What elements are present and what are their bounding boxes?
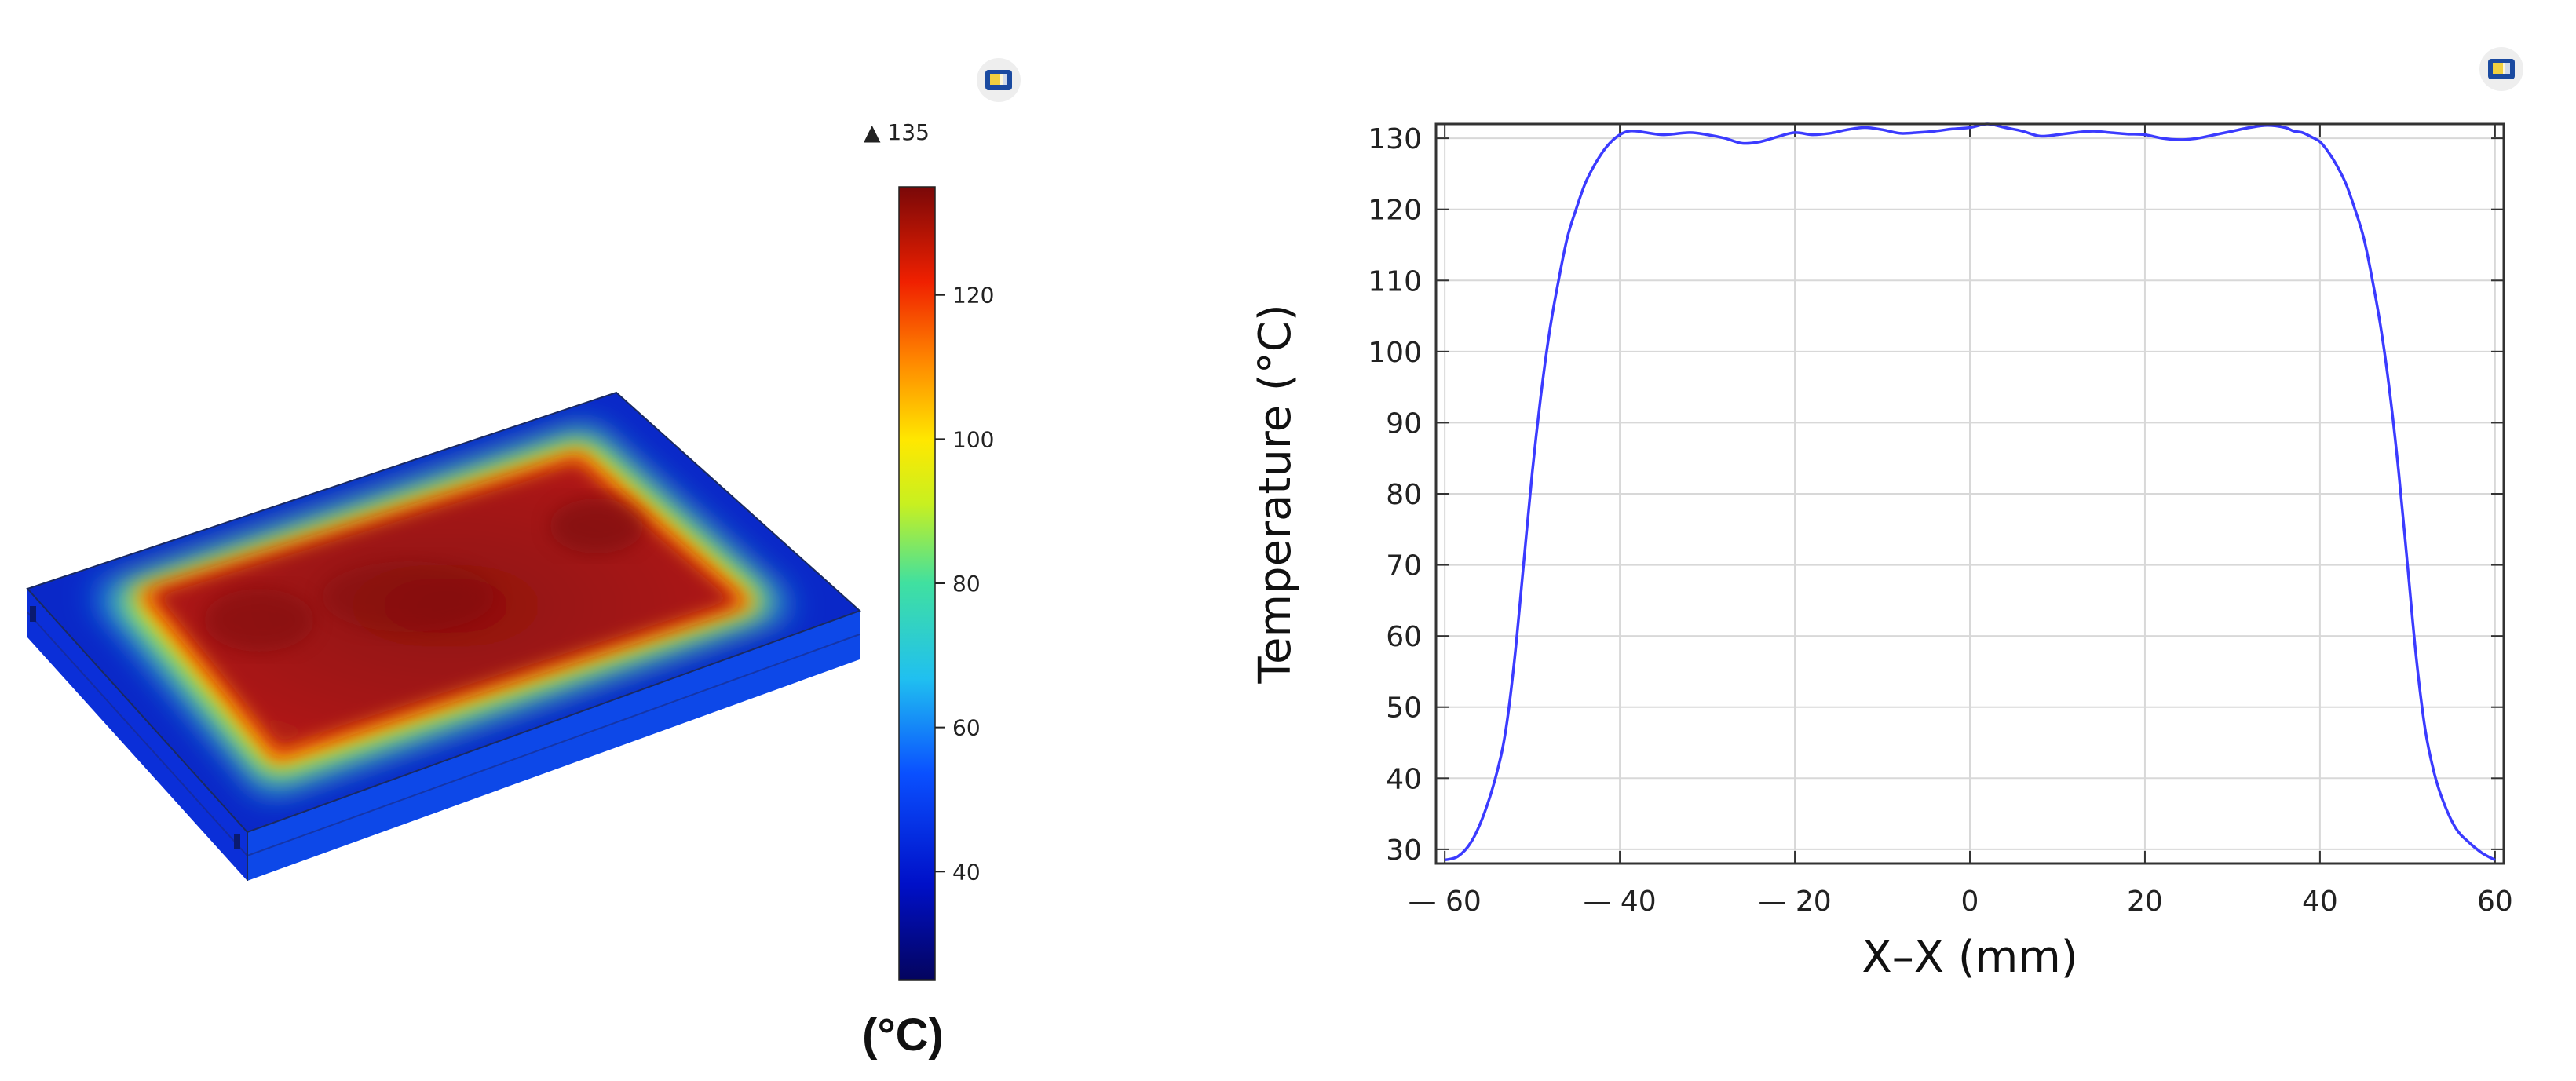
- y-tick-label: 50: [1386, 692, 1422, 725]
- comsol-logo-icon: [977, 58, 1021, 102]
- plot-frame: [1434, 122, 2505, 865]
- y-tick-label: 100: [1368, 337, 1422, 369]
- temperature-series-line: [1444, 122, 2496, 862]
- colorbar-tick-label: 80: [952, 571, 981, 597]
- y-tick-label: 120: [1368, 195, 1422, 227]
- x-tick-label: 20: [2127, 886, 2163, 918]
- y-tick-label: 70: [1386, 550, 1422, 582]
- x-tick-label: 0: [1961, 886, 1979, 918]
- colorbar-tick-label: 60: [952, 715, 981, 741]
- y-tick-label: 40: [1386, 763, 1422, 795]
- y-tick-label: 30: [1386, 834, 1422, 867]
- x-axis-ticks: — 60 — 40 — 20 0 20 40 60: [1409, 124, 2513, 918]
- y-tick-label: 80: [1386, 479, 1422, 511]
- x-tick-label: — 60: [1409, 886, 1482, 918]
- y-tick-label: 90: [1386, 407, 1422, 440]
- x-tick-label: — 40: [1583, 886, 1656, 918]
- plate-top-face: [27, 393, 860, 832]
- x-axis-title: X–X (mm): [1862, 932, 2077, 983]
- comsol-logo-icon: [2479, 47, 2523, 91]
- y-axis-ticks: 30 40 50 60 70 80 90 100 110 120 130: [1368, 123, 2504, 867]
- grid-lines: [1436, 124, 2504, 864]
- colorbar-ticks: 40 60 80 100 120: [935, 283, 994, 885]
- x-tick-label: 60: [2477, 886, 2513, 918]
- colorbar-tick-label: 100: [952, 426, 994, 452]
- colorbar-max-label: ▲ 135: [864, 119, 930, 145]
- x-tick-label: 40: [2302, 886, 2338, 918]
- y-axis-title: Temperature (°C): [1250, 304, 1301, 684]
- y-tick-label: 130: [1368, 123, 1422, 155]
- y-tick-label: 60: [1386, 621, 1422, 653]
- colorbar-unit-label: (°C): [862, 1010, 944, 1061]
- colorbar-tick-label: 40: [952, 859, 981, 885]
- colorbar-tick-label: 120: [952, 283, 994, 309]
- line-chart-panel: 30 40 50 60 70 80 90 100 110 120 130 — 60 — 40 — 20 0…: [1250, 47, 2523, 983]
- heatmap-panel: ▲ 135 40 60 80 100 120 (°C): [26, 58, 1021, 1061]
- y-tick-label: 110: [1368, 265, 1422, 298]
- x-tick-label: — 20: [1758, 886, 1831, 918]
- colorbar: [898, 186, 936, 981]
